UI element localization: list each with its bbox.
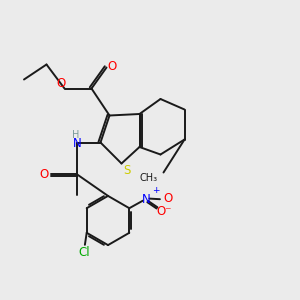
Text: CH₃: CH₃ (140, 173, 158, 183)
Text: O: O (56, 77, 65, 90)
Text: O: O (163, 192, 172, 205)
Text: N: N (141, 193, 150, 206)
Text: O: O (40, 168, 49, 181)
Text: +: + (152, 186, 159, 195)
Text: S: S (123, 164, 130, 177)
Text: N: N (73, 136, 82, 150)
Text: O⁻: O⁻ (157, 205, 172, 218)
Text: Cl: Cl (78, 246, 89, 260)
Text: O: O (107, 59, 116, 73)
Text: H: H (72, 130, 79, 140)
